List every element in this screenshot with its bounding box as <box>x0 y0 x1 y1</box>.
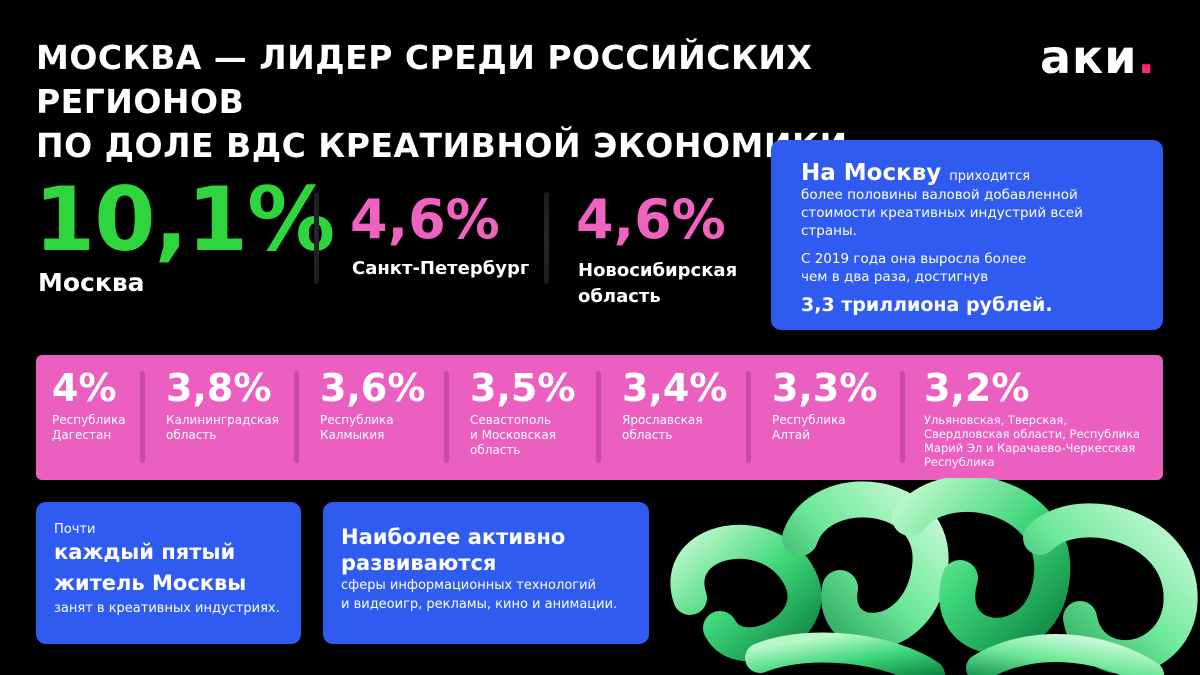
region-label: Республика Алтай <box>772 413 877 443</box>
page-title: МОСКВА — ЛИДЕР СРЕДИ РОССИЙСКИХ РЕГИОНОВ… <box>36 36 996 168</box>
region-item: 4% Республика Дагестан <box>52 367 126 443</box>
region-item: 3,4% Ярославская область <box>622 367 727 443</box>
green-spiral-decoration <box>670 478 1198 675</box>
region-value: 3,4% <box>622 366 728 410</box>
region-label-line: Дагестан <box>52 428 112 442</box>
region-item: 3,5% Севастополь и Московская область <box>470 367 575 458</box>
region-label: Республика Дагестан <box>52 413 126 443</box>
moscow-share-value: 10,1% <box>34 168 335 271</box>
region-label-line: Республика <box>52 413 126 427</box>
region-item: 3,2% Ульяновская, Тверская, Свердловская… <box>924 367 1160 469</box>
page-title-line-1: МОСКВА — ЛИДЕР СРЕДИ РОССИЙСКИХ РЕГИОНОВ <box>36 38 813 121</box>
region-label-line: Калининградская <box>166 413 279 427</box>
region-label: Севастополь и Московская область <box>470 413 575 458</box>
fifth-card-note: занят в креативных индустриях. <box>54 601 280 616</box>
moscow-card-line: чем в два раза, достигнув <box>801 269 989 285</box>
region-label: Республика Калмыкия <box>320 413 425 443</box>
page-title-line-2: ПО ДОЛЕ ВДС КРЕАТИВНОЙ ЭКОНОМИКИ <box>36 126 848 165</box>
region-label-line: Ярославская <box>622 413 703 427</box>
moscow-info-card: На Москву приходится более половины вало… <box>771 140 1163 330</box>
region-label-line: Калмыкия <box>320 428 385 442</box>
stat-divider <box>544 192 549 284</box>
region-label-line: область <box>166 428 217 442</box>
region-item: 3,3% Республика Алтай <box>772 367 877 443</box>
region-value: 3,3% <box>772 366 878 410</box>
region-divider <box>444 371 449 463</box>
fifth-resident-card: Почти каждый пятый житель Москвы занят в… <box>36 502 301 644</box>
region-item: 3,8% Калининградская область <box>166 367 279 443</box>
region-label-line: Марий Эл и Карачаево-Черкесская <box>924 441 1136 455</box>
region-label-line: Республика <box>772 413 846 427</box>
stat-divider <box>314 192 319 284</box>
region-value: 3,6% <box>320 366 426 410</box>
moscow-card-line: более половины валовой добавленной <box>801 187 1078 203</box>
spb-share-value: 4,6% <box>350 188 500 251</box>
moscow-card-line: стоимости креативных индустрий всей стра… <box>801 205 1083 239</box>
moscow-card-line: С 2019 года она выросла более <box>801 251 1027 267</box>
spb-share-label: Санкт-Петербург <box>352 258 530 279</box>
region-label-line: Республика <box>924 455 995 469</box>
region-label-line: и Московская <box>470 428 556 442</box>
active-card-bold-line: Наиболее активно <box>341 525 566 549</box>
nsk-share-value: 4,6% <box>576 188 726 251</box>
fifth-card-intro: Почти <box>54 522 96 537</box>
region-value: 3,8% <box>166 366 272 410</box>
region-label-line: область <box>470 443 521 457</box>
moscow-card-head: На Москву приходится <box>801 160 1143 186</box>
region-value: 3,2% <box>924 366 1030 410</box>
moscow-card-head-rest: приходится <box>949 169 1031 184</box>
active-card-text-line: сферы информационных технологий <box>341 578 596 593</box>
active-industries-card: Наиболее активно развиваются сферы инфор… <box>323 502 649 644</box>
region-label-line: Севастополь <box>470 413 552 427</box>
region-label-line: Ульяновская, Тверская, <box>924 413 1067 427</box>
region-label-line: область <box>622 428 673 442</box>
region-divider <box>294 371 299 463</box>
moscow-share-label: Москва <box>38 268 145 297</box>
active-card-bold-line: развиваются <box>341 551 497 575</box>
logo-text: аки <box>1040 30 1138 84</box>
fifth-card-bold-line: каждый пятый <box>54 540 236 564</box>
nsk-share-label: Новосибирская область <box>578 258 758 310</box>
moscow-card-text-2: С 2019 года она выросла более чем в два … <box>801 250 1143 286</box>
moscow-card-amount: 3,3 триллиона рублей. <box>801 294 1053 316</box>
fifth-card-bold-line: житель Москвы <box>54 571 247 595</box>
regions-band: 4% Республика Дагестан 3,8% Калининградс… <box>36 355 1163 480</box>
region-divider <box>746 371 751 463</box>
active-card-text-line: и видеоигр, рекламы, кино и анимации. <box>341 597 618 612</box>
nsk-label-line-2: область <box>578 286 661 307</box>
logo-dot: . <box>1137 30 1156 84</box>
region-label-line: Свердловская области, Республика <box>924 427 1141 441</box>
region-item: 3,6% Республика Калмыкия <box>320 367 425 443</box>
region-divider <box>140 371 145 463</box>
region-label: Ульяновская, Тверская, Свердловская обла… <box>924 413 1160 469</box>
moscow-card-head-bold: На Москву <box>801 160 942 186</box>
aki-logo: аки. <box>1040 30 1156 84</box>
region-divider <box>900 371 905 463</box>
region-label: Калининградская область <box>166 413 279 443</box>
region-label: Ярославская область <box>622 413 727 443</box>
region-value: 3,5% <box>470 366 576 410</box>
nsk-label-line-1: Новосибирская <box>578 260 738 281</box>
moscow-card-text: более половины валовой добавленной стоим… <box>801 186 1143 240</box>
region-value: 4% <box>52 366 117 410</box>
region-label-line: Республика <box>320 413 394 427</box>
region-divider <box>596 371 601 463</box>
region-label-line: Алтай <box>772 428 811 442</box>
